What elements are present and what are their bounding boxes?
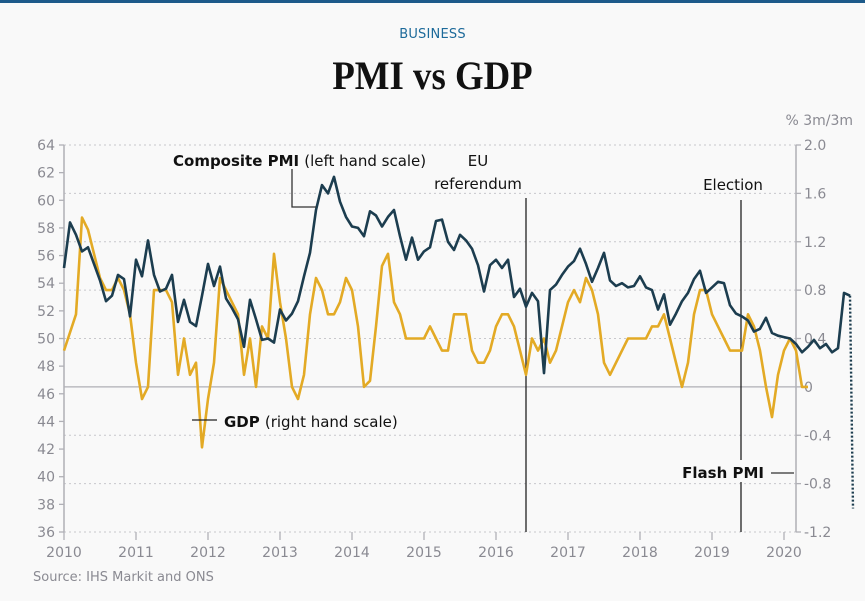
x-tick-label: 2010 [46, 545, 82, 561]
x-tick-label: 2019 [694, 545, 730, 561]
flash-pmi-annotation: Flash PMI [682, 464, 764, 482]
right-axis-unit-label: % 3m/3m [785, 113, 853, 129]
x-tick-label: 2018 [622, 545, 658, 561]
left-tick-label: 42 [37, 442, 55, 458]
right-tick-label: 0 [804, 380, 813, 396]
annotations: Composite PMI (left hand scale) GDP (righ… [173, 151, 794, 482]
election-annotation: Election [703, 176, 763, 194]
gridlines [64, 144, 796, 533]
series-lines [62, 175, 855, 509]
flash-pmi-label-bg [678, 460, 768, 482]
x-tick-label: 2016 [478, 545, 514, 561]
left-tick-label: 50 [37, 332, 55, 348]
chart-title: PMI vs GDP [332, 53, 533, 98]
gdp-annotation-part: GDP [224, 413, 260, 431]
gdp-annotation: GDP (right hand scale) [224, 412, 398, 431]
right-tick-label: -0.4 [804, 428, 831, 444]
composite-pmi-annotation: Composite PMI (left hand scale) [173, 151, 426, 170]
left-tick-label: 48 [37, 359, 55, 375]
top-accent-bar [0, 0, 865, 3]
x-tick-label: 2017 [550, 545, 586, 561]
right-tick-label: 1.6 [804, 186, 826, 202]
right-tick-label: -1.2 [804, 525, 831, 541]
x-tick-label: 2012 [190, 545, 226, 561]
left-tick-label: 44 [37, 414, 55, 430]
left-tick-label: 58 [37, 221, 55, 237]
source-note: Source: IHS Markit and ONS [33, 570, 214, 585]
left-tick-label: 60 [37, 193, 55, 209]
flash-pmi-dotted-line [848, 295, 855, 509]
left-tick-label: 46 [37, 387, 55, 403]
right-tick-label: 1.2 [804, 235, 826, 251]
composite-pmi-leader [291, 169, 316, 208]
x-tick-label: 2014 [334, 545, 370, 561]
left-tick-label: 54 [37, 276, 55, 292]
gdp-annotation-part: (right hand scale) [265, 413, 398, 431]
left-tick-label: 38 [37, 497, 55, 513]
gdp-line [62, 216, 808, 449]
left-tick-label: 56 [37, 249, 55, 265]
left-tick-label: 40 [37, 470, 55, 486]
x-tick-label: 2013 [262, 545, 298, 561]
right-tick-label: -0.8 [804, 477, 831, 493]
eu-annotation-line2: referendum [434, 175, 522, 193]
section-label: BUSINESS [399, 27, 466, 42]
tick-labels: 64 62 60 58 56 54 52 50 48 46 44 42 40 38 36 2.0 1.6 1.2 0… [37, 138, 831, 561]
left-tick-label: 36 [37, 525, 55, 541]
right-tick-label: 0.8 [804, 283, 826, 299]
composite-pmi-annotation-part: Composite PMI [173, 152, 299, 170]
left-tick-label: 62 [37, 166, 55, 182]
eu-annotation-line1: EU [468, 152, 488, 170]
right-tick-label: 2.0 [804, 138, 826, 154]
x-tick-label: 2020 [766, 545, 802, 561]
x-tick-label: 2015 [406, 545, 442, 561]
left-tick-label: 52 [37, 304, 55, 320]
left-tick-label: 64 [37, 138, 55, 154]
composite-pmi-line [62, 175, 851, 375]
axes [59, 144, 801, 540]
x-tick-label: 2011 [118, 545, 154, 561]
composite-pmi-annotation-part: (left hand scale) [304, 152, 426, 170]
